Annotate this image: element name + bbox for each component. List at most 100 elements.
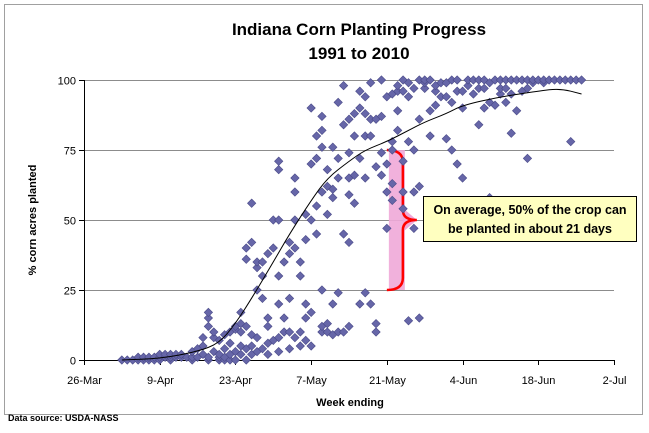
data-point [317, 187, 327, 197]
annotation-line-2: be planted in about 21 days [448, 222, 612, 236]
data-point [360, 108, 370, 119]
data-point [274, 332, 284, 343]
data-point [403, 92, 414, 102]
data-point [263, 248, 273, 259]
data-point [344, 321, 354, 332]
data-point [306, 103, 316, 113]
data-point [409, 187, 419, 197]
data-point [274, 215, 284, 225]
data-point [430, 100, 441, 110]
data-point [506, 128, 516, 138]
data-point [382, 159, 392, 169]
data-point [295, 327, 305, 337]
data-point [306, 341, 316, 351]
data-point [376, 75, 387, 85]
data-point [376, 148, 387, 158]
data-point [452, 75, 462, 85]
data-point [236, 349, 246, 360]
data-point [252, 332, 262, 343]
data-point [414, 114, 424, 124]
data-point [360, 288, 370, 298]
data-point [290, 332, 300, 343]
data-point [241, 243, 251, 253]
data-point [355, 103, 365, 113]
data-point [263, 313, 273, 323]
data-point [328, 299, 338, 309]
data-point [257, 293, 268, 304]
data-point [344, 190, 354, 200]
data-point [344, 114, 354, 124]
data-point [371, 327, 381, 337]
x-tick-label: 2-Jul [603, 375, 627, 387]
data-point [366, 78, 376, 88]
data-point [284, 248, 295, 259]
y-tick-label: 0 [70, 356, 76, 368]
data-point [317, 111, 327, 122]
data-point [295, 341, 305, 351]
data-point [274, 299, 284, 309]
chart-subtitle: 1991 to 2010 [308, 44, 409, 63]
data-point [355, 299, 365, 309]
data-point [301, 299, 311, 309]
data-point [425, 131, 435, 141]
data-point [290, 173, 300, 183]
data-point [290, 187, 300, 197]
data-point [576, 75, 587, 85]
chart-title: Indiana Corn Planting Progress [232, 20, 486, 39]
data-point [403, 78, 414, 88]
data-point [425, 106, 435, 116]
data-point [447, 145, 457, 155]
data-point [360, 92, 370, 102]
data-point [344, 148, 354, 158]
data-point [414, 181, 424, 192]
data-point [387, 145, 397, 155]
data-point [247, 237, 257, 248]
data-point [306, 215, 316, 225]
data-point [279, 257, 289, 267]
data-point [371, 162, 381, 172]
data-point [409, 223, 419, 234]
data-point [355, 153, 365, 164]
y-tick-label: 75 [64, 146, 76, 158]
data-point [441, 92, 451, 102]
data-point [306, 307, 316, 318]
data-point [463, 80, 473, 91]
data-point [230, 355, 241, 365]
data-point [263, 349, 273, 360]
data-point [360, 173, 370, 183]
data-point [317, 142, 327, 152]
data-point [420, 83, 430, 94]
data-point [398, 204, 408, 214]
data-point [257, 257, 268, 267]
data-point [284, 237, 295, 248]
data-point [371, 318, 381, 329]
trendline [121, 88, 582, 361]
data-point [301, 234, 311, 245]
data-point [382, 187, 392, 197]
data-point [349, 131, 360, 141]
data-point [333, 173, 343, 183]
bracket-brace [386, 148, 417, 292]
data-point [295, 271, 305, 281]
data-point [252, 262, 262, 273]
data-point [263, 321, 273, 332]
data-point [398, 187, 408, 197]
data-point [203, 352, 214, 362]
y-tick-label: 50 [64, 216, 76, 228]
data-point [274, 164, 284, 175]
data-point [409, 145, 419, 155]
data-point [257, 344, 268, 354]
x-tick-label: 7-May [296, 375, 327, 387]
data-point [344, 237, 354, 248]
data-point [328, 192, 338, 203]
data-point [495, 89, 506, 99]
data-point [430, 86, 441, 96]
data-point [512, 106, 522, 116]
data-point [387, 178, 397, 189]
data-point [328, 184, 338, 194]
data-point [290, 215, 300, 225]
data-point [333, 288, 343, 298]
data-point [393, 106, 403, 116]
